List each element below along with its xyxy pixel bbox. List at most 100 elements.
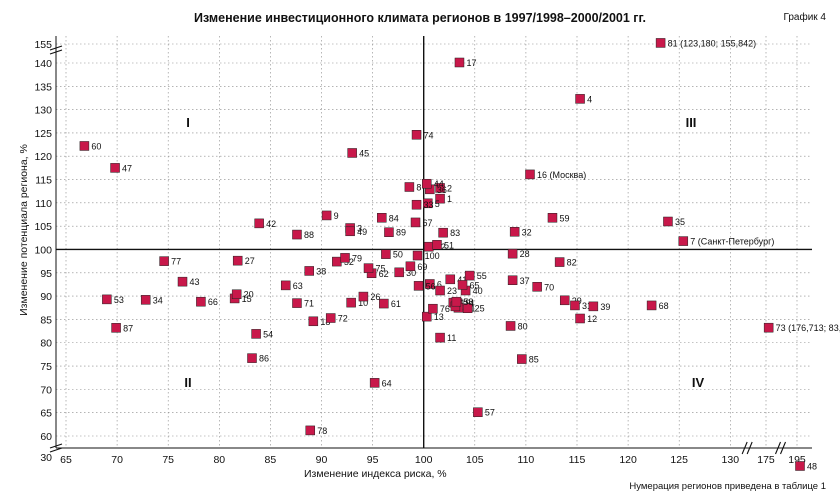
data-point-label: 58 — [463, 297, 473, 307]
data-point-marker — [507, 248, 518, 259]
y-tick-label: 140 — [34, 58, 52, 70]
data-point-label: 7 (Санкт-Петербург) — [690, 237, 774, 247]
data-point-marker — [332, 256, 342, 267]
data-point-label: 40 — [473, 286, 483, 296]
data-point-label: 63 — [293, 281, 303, 291]
data-point-label: 75 — [376, 264, 386, 274]
data-point-marker — [384, 227, 394, 237]
data-point-marker — [159, 256, 169, 266]
y-tick-label: 105 — [34, 221, 52, 233]
data-point-label: 43 — [190, 277, 200, 287]
data-point-marker — [363, 263, 374, 273]
data-point-label: 86 — [259, 354, 269, 364]
data-point-marker — [423, 198, 433, 209]
data-point-label: 15 — [242, 294, 252, 304]
data-point-marker — [280, 280, 291, 291]
x-tick-label: 75 — [162, 454, 174, 466]
x-axis-break-mark — [746, 441, 753, 455]
data-point-label: 35 — [675, 217, 685, 227]
data-point-marker — [462, 303, 473, 313]
data-point-marker — [425, 279, 435, 289]
data-point-label: 31 — [582, 301, 592, 311]
data-point-label: 61 — [391, 299, 401, 309]
data-point-label: 82 — [567, 258, 577, 268]
data-point-label: 70 — [544, 282, 554, 292]
data-point-marker — [422, 311, 432, 322]
data-point-marker — [517, 354, 527, 364]
x-tick-label: 115 — [569, 454, 586, 466]
y-tick-label: 130 — [34, 105, 52, 117]
data-point-marker — [411, 199, 422, 210]
data-point-marker — [464, 270, 475, 281]
data-point-marker — [509, 227, 520, 237]
data-point-marker — [394, 267, 404, 278]
x-axis-break-mark — [779, 441, 787, 455]
data-point-marker — [435, 193, 445, 204]
data-point-marker — [110, 163, 120, 173]
data-point-marker — [473, 407, 483, 417]
y-tick-label: 85 — [40, 314, 52, 326]
data-point-label: 9 — [334, 211, 339, 221]
data-point-marker — [231, 289, 242, 299]
data-point-label: 73 (176,713; 83,229) — [776, 323, 840, 333]
data-point-label: 19 — [460, 298, 470, 308]
data-point-label: 66 — [208, 297, 218, 307]
data-point-marker — [369, 378, 380, 388]
data-point-label: 68 — [659, 301, 669, 311]
data-point-label: 3 — [357, 224, 362, 234]
data-point-label: 2 — [447, 183, 452, 193]
data-point-marker — [435, 183, 445, 193]
y-tick-label: 95 — [40, 268, 52, 280]
data-point-marker — [559, 295, 570, 306]
y-tick-label: 135 — [34, 81, 52, 93]
data-point-marker — [304, 266, 314, 276]
data-point-marker — [305, 425, 316, 436]
data-point-label: 57 — [485, 408, 495, 418]
data-point-marker — [457, 280, 468, 290]
data-point-label: 64 — [382, 378, 392, 388]
data-point-marker — [655, 38, 666, 48]
data-point-marker — [451, 296, 462, 307]
data-point-marker — [454, 57, 465, 68]
data-point-marker — [438, 227, 448, 238]
y-tick-label: 110 — [35, 198, 52, 210]
data-point-marker — [646, 300, 657, 311]
data-point-label: 10 — [358, 298, 368, 308]
data-point-label: 28 — [520, 249, 530, 259]
grid-lines — [56, 36, 812, 448]
y-tick-label: 155 — [34, 39, 52, 51]
data-point-marker — [795, 461, 805, 471]
data-point-marker — [140, 295, 151, 305]
data-point-marker — [424, 241, 434, 252]
data-point-label: 62 — [379, 269, 389, 279]
data-point-marker — [411, 130, 422, 140]
data-point-marker — [102, 294, 112, 305]
data-point-marker — [177, 276, 188, 287]
data-point-marker — [505, 321, 516, 331]
data-point-label: 33 — [424, 200, 434, 210]
y-tick-label: 125 — [34, 128, 52, 140]
chart-number-label: График 4 — [783, 12, 826, 23]
x-tick-label: 110 — [518, 454, 535, 466]
data-point-label: 20 — [244, 290, 254, 300]
y-axis-break-mark — [49, 447, 63, 453]
data-point-marker — [340, 253, 350, 263]
data-point-marker — [377, 213, 387, 223]
y-axis-break-mark — [49, 443, 63, 449]
data-point-marker — [575, 94, 585, 104]
data-point-marker — [292, 298, 302, 308]
data-point-label: 42 — [266, 219, 276, 229]
data-point-marker — [405, 261, 416, 272]
x-tick-label: 120 — [619, 454, 637, 466]
data-point-label: 74 — [424, 130, 434, 140]
quadrant-label: IV — [692, 375, 705, 390]
data-point-marker — [345, 226, 355, 237]
data-point-label: 100 — [425, 251, 440, 261]
data-point-marker — [432, 240, 442, 250]
data-point-marker — [570, 300, 580, 311]
y-tick-label: 60 — [40, 431, 52, 443]
data-point-label: 55 — [477, 271, 487, 281]
y-tick-label: 90 — [40, 291, 52, 303]
data-point-marker — [379, 298, 389, 309]
